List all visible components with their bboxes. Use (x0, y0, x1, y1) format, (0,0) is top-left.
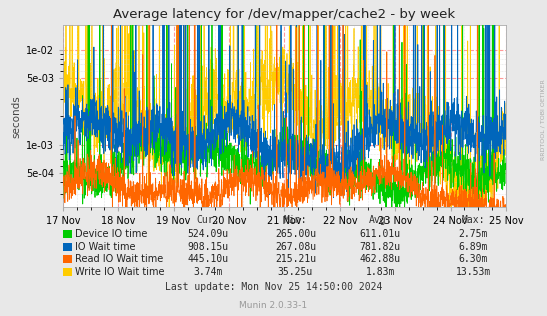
Text: 445.10u: 445.10u (187, 254, 229, 264)
Text: IO Wait time: IO Wait time (75, 242, 136, 252)
Text: 524.09u: 524.09u (187, 229, 229, 239)
Text: 35.25u: 35.25u (278, 267, 313, 277)
Text: 13.53m: 13.53m (456, 267, 491, 277)
Text: 6.89m: 6.89m (458, 242, 488, 252)
Text: 908.15u: 908.15u (187, 242, 229, 252)
Text: 267.08u: 267.08u (275, 242, 316, 252)
Text: Munin 2.0.33-1: Munin 2.0.33-1 (240, 301, 307, 310)
Title: Average latency for /dev/mapper/cache2 - by week: Average latency for /dev/mapper/cache2 -… (113, 8, 456, 21)
Text: Min:: Min: (284, 215, 307, 225)
Text: 215.21u: 215.21u (275, 254, 316, 264)
Text: 2.75m: 2.75m (458, 229, 488, 239)
Text: Read IO Wait time: Read IO Wait time (75, 254, 163, 264)
Text: Max:: Max: (462, 215, 485, 225)
Text: 781.82u: 781.82u (359, 242, 401, 252)
Text: 3.74m: 3.74m (193, 267, 223, 277)
Y-axis label: seconds: seconds (11, 95, 22, 137)
Text: Write IO Wait time: Write IO Wait time (75, 267, 165, 277)
Text: 462.88u: 462.88u (359, 254, 401, 264)
Text: RRDTOOL / TOBI OETIKER: RRDTOOL / TOBI OETIKER (541, 80, 546, 161)
Text: 265.00u: 265.00u (275, 229, 316, 239)
Text: 1.83m: 1.83m (365, 267, 395, 277)
Text: Cur:: Cur: (196, 215, 219, 225)
Text: Device IO time: Device IO time (75, 229, 147, 239)
Text: 6.30m: 6.30m (458, 254, 488, 264)
Text: Last update: Mon Nov 25 14:50:00 2024: Last update: Mon Nov 25 14:50:00 2024 (165, 282, 382, 292)
Text: Avg:: Avg: (369, 215, 392, 225)
Text: 611.01u: 611.01u (359, 229, 401, 239)
